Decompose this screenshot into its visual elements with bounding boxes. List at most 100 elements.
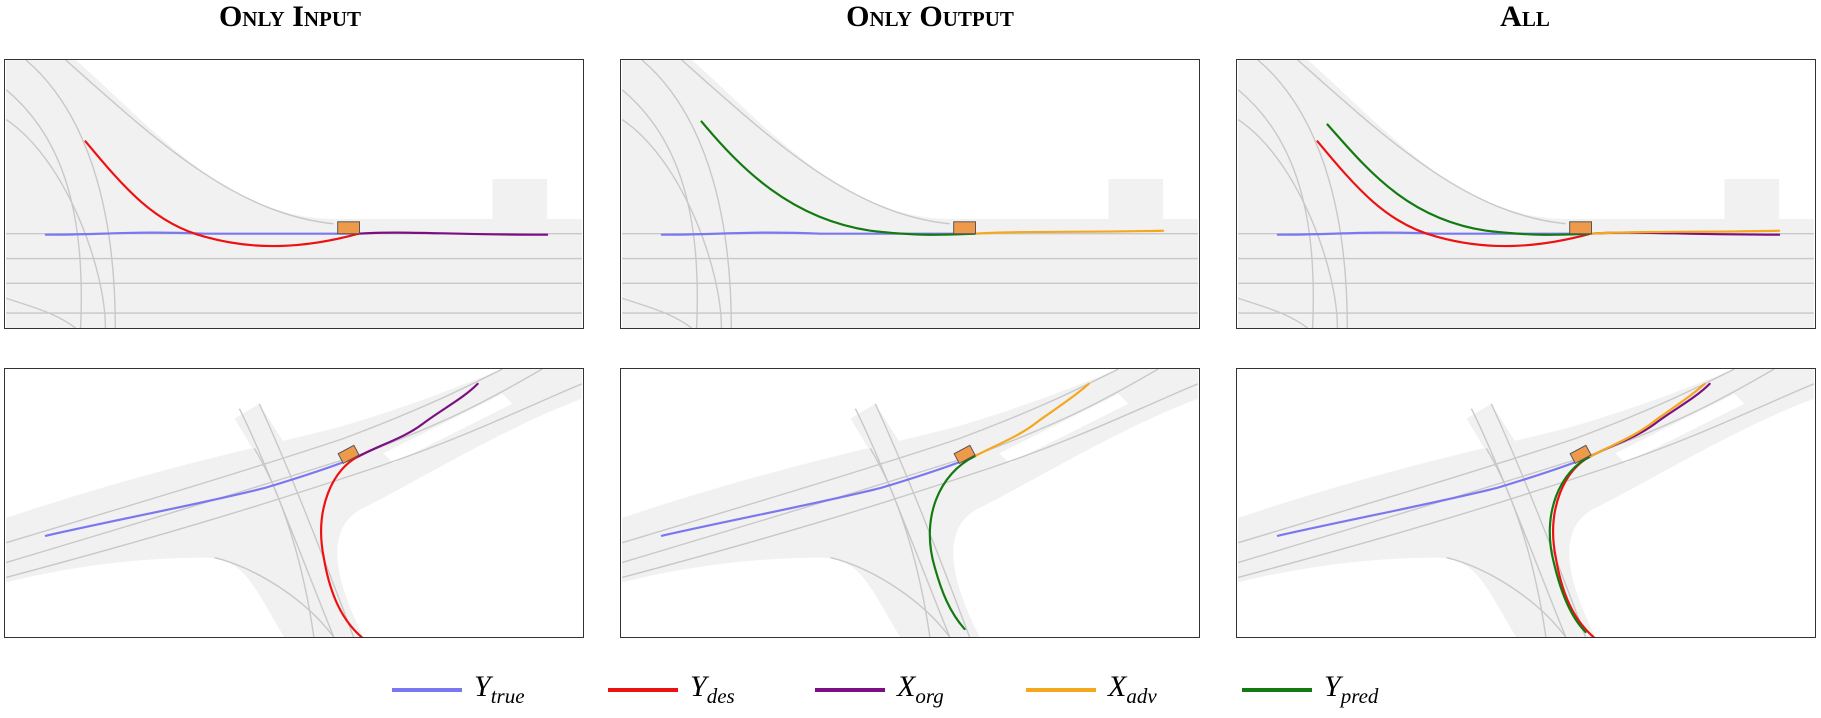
lane-line	[621, 369, 1119, 544]
road-area	[6, 60, 582, 328]
road-area	[622, 60, 695, 328]
road-layer	[6, 60, 582, 328]
panel-row2-all	[1236, 368, 1816, 638]
road-area	[383, 393, 513, 464]
trajectory-y-true	[660, 455, 976, 537]
scene-svg	[1237, 369, 1815, 637]
lane-line	[5, 369, 543, 564]
lane-line	[681, 60, 950, 225]
legend-label-y-pred: Ypred	[1324, 670, 1379, 708]
road-area	[1466, 403, 1526, 469]
trajectory-layer	[660, 120, 1165, 236]
vehicle-box	[953, 444, 976, 465]
trajectory-x-adv	[1589, 382, 1706, 458]
trajectory-y-true	[44, 455, 360, 537]
trajectory-y-pred	[1326, 123, 1592, 236]
road-area	[1615, 393, 1745, 464]
trajectory-layer	[44, 140, 549, 248]
road-layer	[6, 369, 582, 637]
scene-svg	[5, 369, 583, 637]
road-area	[1108, 179, 1164, 219]
road-area	[1238, 60, 1814, 328]
lane-line	[258, 403, 355, 637]
lane-line	[5, 383, 583, 579]
legend-label-y-des: Ydes	[690, 670, 735, 708]
trajectory-x-adv	[973, 229, 1165, 235]
lane-line	[65, 60, 334, 225]
panel-row2-only-output	[620, 368, 1200, 638]
trajectory-y-true	[44, 231, 360, 236]
lane-line	[621, 369, 1159, 564]
legend-label-x-adv: Xadv	[1108, 670, 1157, 708]
panel-row2-only-input	[4, 368, 584, 638]
panel-row1-only-input	[4, 59, 584, 329]
column-title-only-output: Only Output	[846, 0, 1014, 33]
trajectory-y-true	[1276, 455, 1592, 537]
trajectory-y-pred	[700, 120, 976, 236]
lane-layer	[1237, 369, 1815, 637]
trajectory-x-org	[357, 231, 549, 236]
lane-line	[1446, 556, 1567, 637]
lane-line	[1257, 60, 1349, 328]
road-layer	[622, 60, 1198, 328]
trajectory-y-des	[1552, 455, 1595, 637]
vehicle-box	[953, 221, 977, 235]
scene-svg	[621, 369, 1199, 637]
vehicle-box	[1569, 221, 1593, 235]
lane-line	[1237, 369, 1775, 564]
lane-line	[621, 89, 698, 328]
column-title-all: All	[1500, 0, 1550, 33]
scene-svg	[1237, 60, 1814, 328]
lane-line	[874, 403, 971, 637]
lane-line	[1237, 383, 1815, 579]
vehicle-box	[337, 221, 361, 235]
legend-swatch-x-org	[815, 688, 885, 692]
road-layer	[1238, 60, 1814, 328]
lane-line	[641, 60, 733, 328]
road-area	[850, 403, 910, 469]
road-layer	[1238, 369, 1814, 637]
trajectory-x-adv	[973, 382, 1090, 458]
lane-line	[830, 556, 951, 637]
lane-line	[5, 369, 503, 544]
road-area	[1238, 60, 1311, 328]
legend-swatch-x-adv	[1026, 688, 1096, 692]
vehicle-box	[1569, 444, 1592, 465]
lane-line	[1237, 118, 1339, 328]
lane-line	[1490, 403, 1587, 637]
road-area	[622, 60, 1198, 328]
trajectory-y-pred	[928, 455, 976, 631]
column-title-only-input: Only Input	[218, 0, 362, 33]
legend-label-y-true: Ytrue	[474, 670, 525, 708]
lane-layer	[621, 369, 1199, 637]
lane-line	[1237, 297, 1309, 328]
trajectory-y-des	[1316, 140, 1592, 248]
scene-svg	[5, 60, 582, 328]
trajectory-y-pred	[1548, 455, 1592, 634]
road-layer	[622, 369, 1198, 637]
road-area	[1724, 179, 1780, 219]
lane-line	[5, 89, 82, 328]
road-area	[6, 60, 79, 328]
road-area	[492, 179, 548, 219]
scene-svg	[621, 60, 1198, 328]
lane-line	[621, 383, 1199, 579]
trajectory-y-des	[320, 455, 363, 637]
trajectory-x-adv	[1589, 229, 1781, 235]
legend-swatch-y-des	[608, 688, 678, 692]
lane-line	[621, 118, 723, 328]
trajectory-x-org	[357, 382, 479, 458]
lane-line	[621, 297, 693, 328]
lane-line	[5, 118, 107, 328]
trajectory-y-des	[84, 140, 360, 248]
legend-label-x-org: Xorg	[897, 670, 944, 708]
panel-row1-all	[1236, 59, 1816, 329]
lane-line	[1237, 369, 1735, 544]
trajectory-layer	[660, 382, 1090, 631]
vehicle-box	[337, 444, 360, 465]
trajectory-layer	[1276, 123, 1781, 248]
lane-line	[25, 60, 117, 328]
trajectory-layer	[44, 382, 479, 637]
trajectory-y-true	[660, 231, 976, 236]
legend: Ytrue Ydes Xorg Xadv Ypred	[0, 668, 1821, 714]
